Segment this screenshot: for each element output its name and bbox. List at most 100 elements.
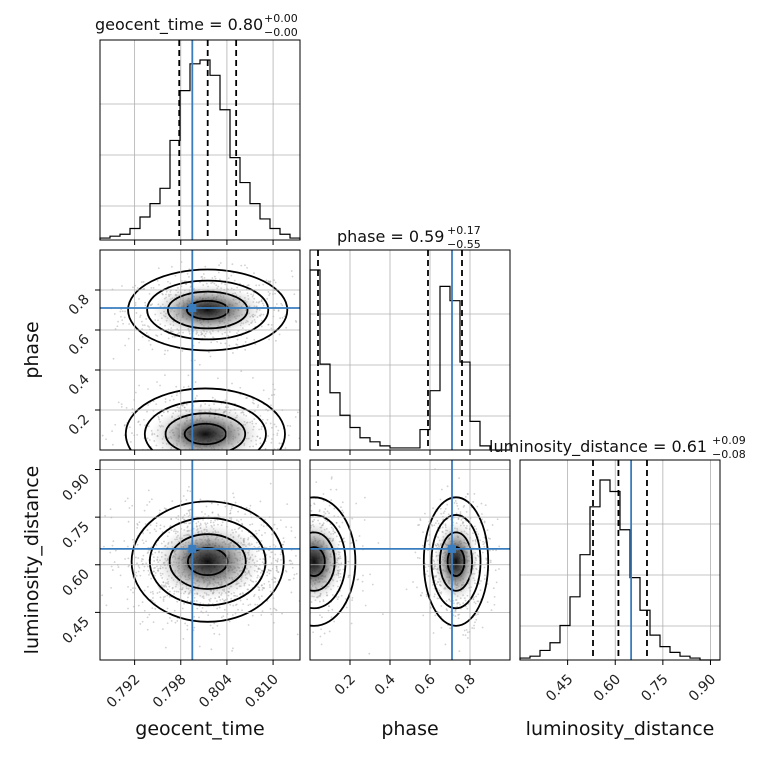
sample-point (149, 343, 152, 346)
sample-point (238, 466, 240, 468)
sample-point (481, 518, 484, 521)
sample-point (142, 558, 144, 561)
sample-point (281, 612, 283, 615)
sample-point (330, 526, 333, 529)
sample-point (128, 323, 131, 325)
sample-point (128, 507, 131, 509)
sample-point (284, 565, 286, 567)
xtick-label-phase: 0.6 (412, 671, 439, 698)
sample-point (345, 606, 348, 609)
sample-point (268, 613, 270, 615)
sample-point (241, 591, 244, 594)
sample-point (436, 597, 439, 600)
sample-point (137, 348, 140, 351)
sample-point (303, 579, 305, 581)
sample-point (307, 573, 309, 575)
sample-point (303, 538, 305, 540)
sample-point (364, 604, 367, 607)
sample-point (440, 488, 443, 491)
sample-point (231, 263, 234, 266)
sample-point (260, 319, 263, 322)
sample-point (252, 377, 254, 379)
sample-point (489, 537, 491, 540)
sample-point (232, 604, 235, 607)
sample-point (156, 381, 158, 383)
sample-point (294, 569, 296, 571)
sample-point (224, 453, 226, 455)
sample-point (318, 509, 321, 511)
sample-point (334, 531, 337, 534)
sample-point (239, 599, 242, 602)
sample-point (307, 518, 309, 520)
sample-point (173, 592, 175, 595)
sample-point (212, 453, 214, 455)
sample-point (303, 552, 305, 554)
sample-point (271, 438, 273, 440)
sample-point (301, 584, 303, 586)
sample-point (240, 264, 243, 267)
sample-point (295, 559, 297, 561)
sample-point (307, 565, 309, 567)
sample-point (152, 286, 155, 289)
sample-point (296, 590, 298, 592)
sample-point (159, 524, 162, 527)
sample-point (304, 538, 306, 540)
sample-point (153, 574, 156, 577)
sample-point (337, 585, 339, 588)
sample-point (496, 518, 499, 521)
sample-point (274, 559, 277, 562)
sample-point (209, 600, 211, 602)
sample-point (287, 602, 289, 604)
sample-point (75, 604, 77, 606)
sample-point (305, 561, 307, 563)
sample-point (173, 335, 176, 338)
sample-point (90, 535, 92, 537)
sample-point (197, 520, 200, 523)
sample-point (304, 562, 306, 564)
panel-frame-1-1 (309, 249, 511, 451)
contours-1-0 (124, 268, 289, 450)
sample-point (157, 267, 160, 270)
sample-point (158, 509, 161, 512)
sample-point (140, 320, 143, 323)
sample-point (124, 310, 126, 313)
sample-point (246, 588, 249, 591)
sample-point (239, 467, 241, 469)
sample-point (302, 440, 304, 442)
sample-point (456, 601, 459, 604)
sample-point (268, 584, 271, 586)
sample-point (260, 614, 263, 616)
sample-point (298, 558, 300, 560)
sample-point (437, 522, 440, 525)
sample-point (463, 504, 466, 507)
sample-point (141, 620, 144, 623)
sample-point (230, 518, 233, 521)
sample-point (262, 283, 265, 286)
sample-point (321, 616, 323, 619)
sample-point (270, 613, 273, 616)
sample-point (330, 477, 333, 480)
sample-point (302, 509, 304, 511)
grid-lines (100, 40, 720, 660)
sample-point (216, 607, 219, 610)
sample-point (329, 488, 332, 491)
xtick-label-geocent_time: 0.804 (196, 671, 236, 711)
sample-point (445, 608, 448, 610)
sample-point (416, 556, 419, 559)
sample-point (333, 507, 336, 510)
sample-point (111, 569, 114, 571)
sample-point (441, 526, 444, 529)
sample-point (283, 608, 285, 610)
sample-point (182, 637, 185, 640)
sample-point (263, 587, 265, 590)
sample-point (218, 633, 221, 636)
sample-point (477, 600, 480, 603)
sample-point (163, 585, 166, 588)
sample-point (269, 281, 271, 284)
sample-point (274, 608, 277, 611)
ytick-label-luminosity_distance: 0.75 (59, 519, 92, 552)
sample-point (210, 453, 212, 455)
sample-point (303, 559, 305, 561)
sample-point (492, 587, 495, 590)
sample-point (293, 565, 295, 567)
